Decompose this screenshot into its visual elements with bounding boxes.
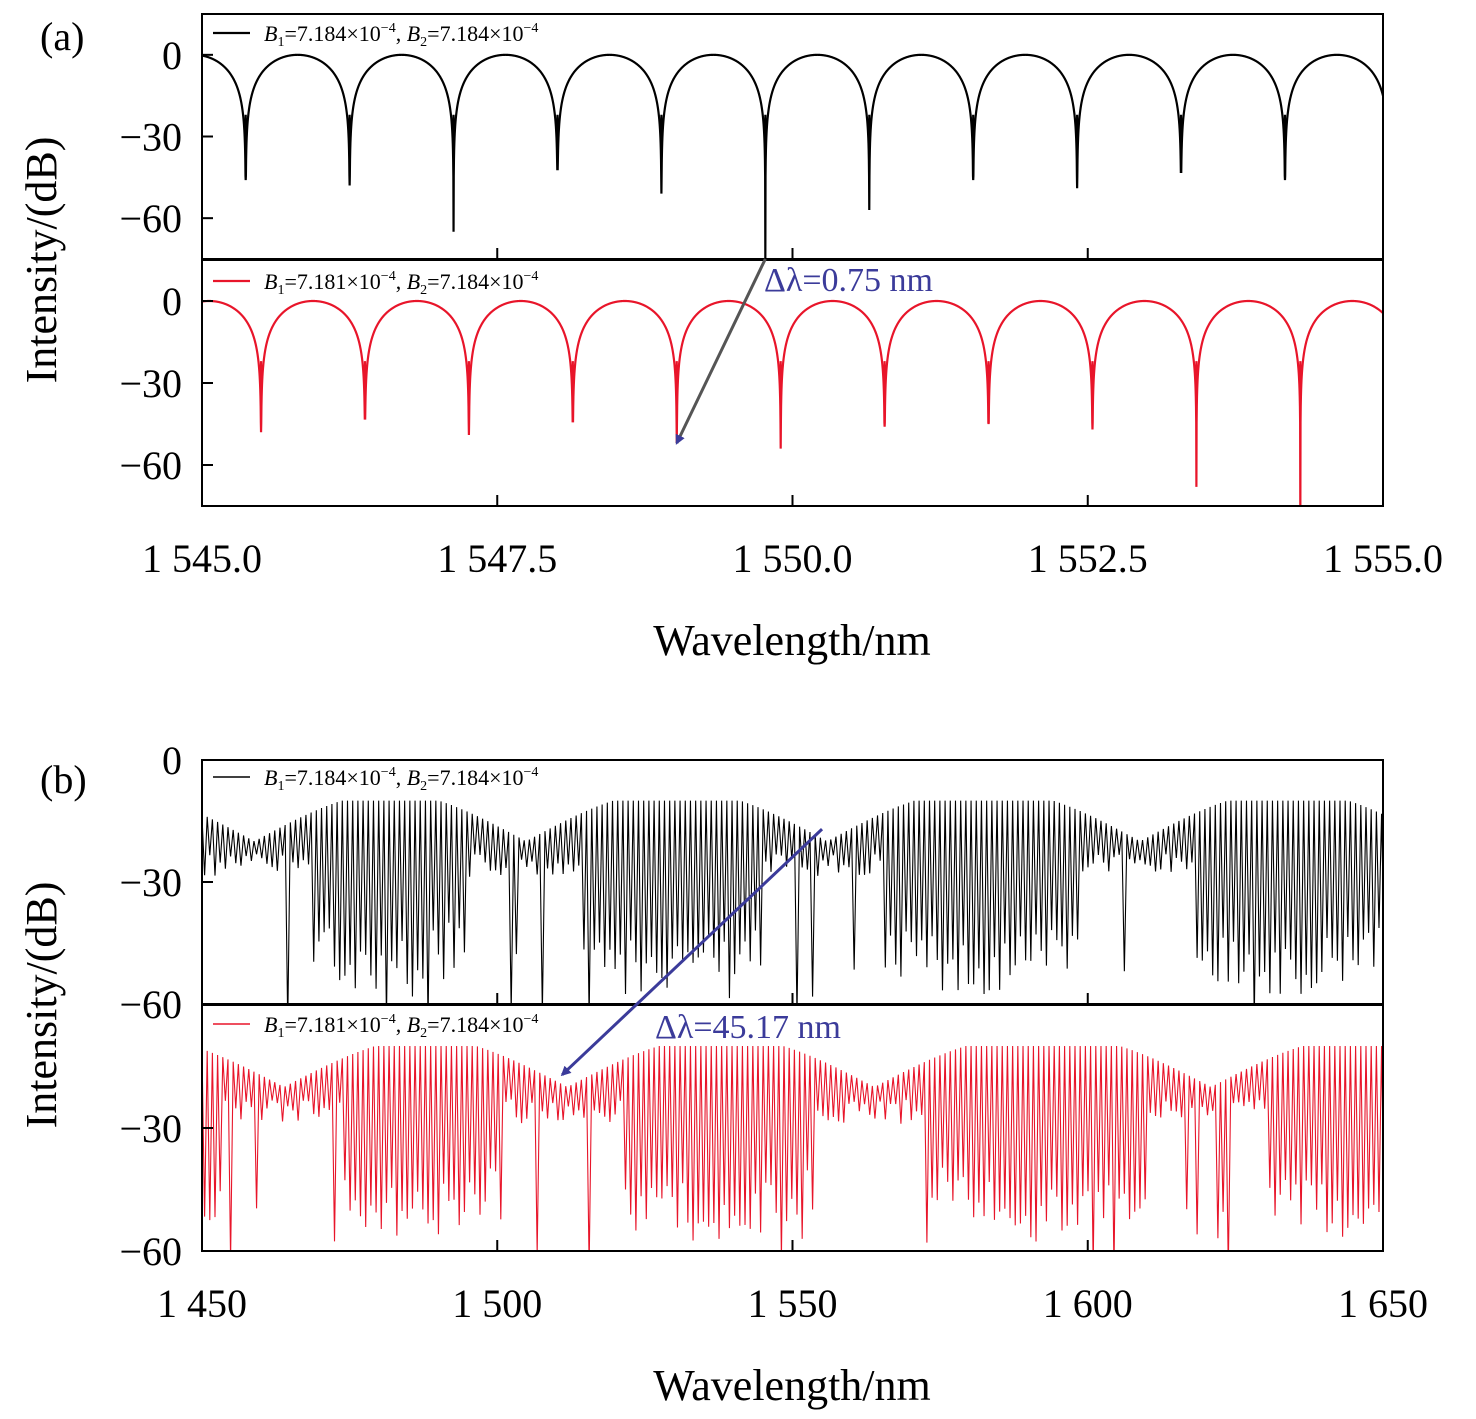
panel-a-x-tick-label: 1 545.0: [142, 536, 262, 581]
panel-b-bottom-x-tickmarks: [201, 1240, 1384, 1251]
panel-a-bottom-y-ticks: 0 −30 −60: [119, 279, 213, 488]
panel-b-top-series-line: [202, 800, 1383, 1004]
panel-b-top-y-tick-label: −30: [119, 860, 182, 905]
panel-b-top-y-tick-label: −60: [119, 982, 182, 1027]
panel-a-x-axis-label: Wavelength/nm: [653, 616, 931, 665]
panel-b: (b) 0 −30 −60 B1=7.184×10−4, B2=7.184×10−4…: [17, 738, 1428, 1410]
panel-a-bottom-y-tick-label: −60: [119, 443, 182, 488]
panel-a-top-y-tick-label: −30: [119, 115, 182, 160]
panel-b-top-legend: B1=7.184×10−4, B2=7.184×10−4: [213, 765, 538, 794]
panel-a-y-axis-label: Intensity/(dB): [17, 137, 66, 384]
legend-label-b-top: B1=7.184×10−4, B2=7.184×10−4: [264, 765, 538, 794]
panel-b-x-tick-label: 1 600: [1043, 1281, 1133, 1326]
panel-a-label: (a): [40, 14, 84, 59]
panel-b-label: (b): [40, 757, 87, 802]
panel-a-bottom: 0 −30 −60 B1=7.181×10−4, B2=7.184×10−4: [119, 259, 1384, 507]
panel-b-top-y-tick-label: 0: [162, 738, 182, 783]
panel-b-bottom: −30 −60 B1=7.181×10−4, B2=7.184×10−4: [119, 1004, 1384, 1274]
panel-a-bottom-x-tickmarks: [201, 495, 1384, 506]
panel-a-bottom-y-tick-label: −30: [119, 361, 182, 406]
panel-a-top-y-ticks: 0 −30 −60: [119, 33, 213, 241]
legend-label-a-top: B1=7.184×10−4, B2=7.184×10−4: [264, 21, 538, 50]
panel-a-bottom-series-line: [202, 299, 1383, 506]
panel-a-delta-annotation: Δλ=0.75 nm: [764, 262, 933, 299]
panel-b-bottom-y-tick-label: −30: [119, 1106, 182, 1151]
panel-b-delta-annotation: Δλ=45.17 nm: [655, 1009, 841, 1046]
panel-a-delta-arrow: [675, 258, 767, 445]
panel-a-top: 0 −30 −60 B1=7.184×10−4, B2=7.184×10−4: [119, 13, 1384, 260]
panel-b-bottom-y-ticks: −30 −60: [119, 1106, 213, 1274]
panel-b-x-tick-labels: 1 450 1 500 1 550 1 600 1 650: [157, 1281, 1428, 1326]
panel-b-bottom-legend: B1=7.181×10−4, B2=7.184×10−4: [213, 1012, 538, 1041]
panel-a-top-x-tickmarks: [201, 248, 1384, 259]
panel-b-bottom-y-tick-label: −60: [119, 1229, 182, 1274]
panel-a-x-tick-label: 1 550.0: [733, 536, 853, 581]
panel-b-y-axis-label: Intensity/(dB): [17, 882, 66, 1129]
panel-a-top-series-line: [202, 53, 1383, 259]
panel-b-top: 0 −30 −60 B1=7.184×10−4, B2=7.184×10−4: [119, 738, 1384, 1027]
panel-a-x-tick-label: 1 547.5: [437, 536, 557, 581]
panel-b-delta-arrow: [560, 828, 824, 1077]
panel-b-x-tick-label: 1 650: [1338, 1281, 1428, 1326]
legend-label-b-bottom: B1=7.181×10−4, B2=7.184×10−4: [264, 1012, 538, 1041]
panel-b-top-x-tickmarks: [201, 993, 1384, 1004]
panel-a-x-tick-label: 1 552.5: [1028, 536, 1148, 581]
panel-a-x-tick-label: 1 555.0: [1323, 536, 1443, 581]
panel-a-top-y-tick-label: 0: [162, 33, 182, 78]
panel-a-top-legend: B1=7.184×10−4, B2=7.184×10−4: [213, 21, 538, 50]
legend-label-a-bottom: B1=7.181×10−4, B2=7.184×10−4: [264, 269, 538, 298]
panel-a-bottom-legend: B1=7.181×10−4, B2=7.184×10−4: [213, 269, 538, 298]
panel-a-x-tick-labels: 1 545.0 1 547.5 1 550.0 1 552.5 1 555.0: [142, 536, 1443, 581]
panel-a: (a) 0 −30 −60 B1=7.184×10−4, B2=7.184×10−4…: [17, 13, 1443, 665]
panel-a-bottom-y-tick-label: 0: [162, 279, 182, 324]
panel-b-top-y-ticks: 0 −30 −60: [119, 738, 213, 1027]
panel-b-x-tick-label: 1 450: [157, 1281, 247, 1326]
panel-b-bottom-series-line: [202, 1045, 1383, 1251]
panel-b-x-axis-label: Wavelength/nm: [653, 1361, 931, 1410]
panel-a-top-y-tick-label: −60: [119, 196, 182, 241]
panel-b-x-tick-label: 1 500: [452, 1281, 542, 1326]
panel-b-x-tick-label: 1 550: [748, 1281, 838, 1326]
panel-a-top-frame: [201, 13, 1384, 260]
